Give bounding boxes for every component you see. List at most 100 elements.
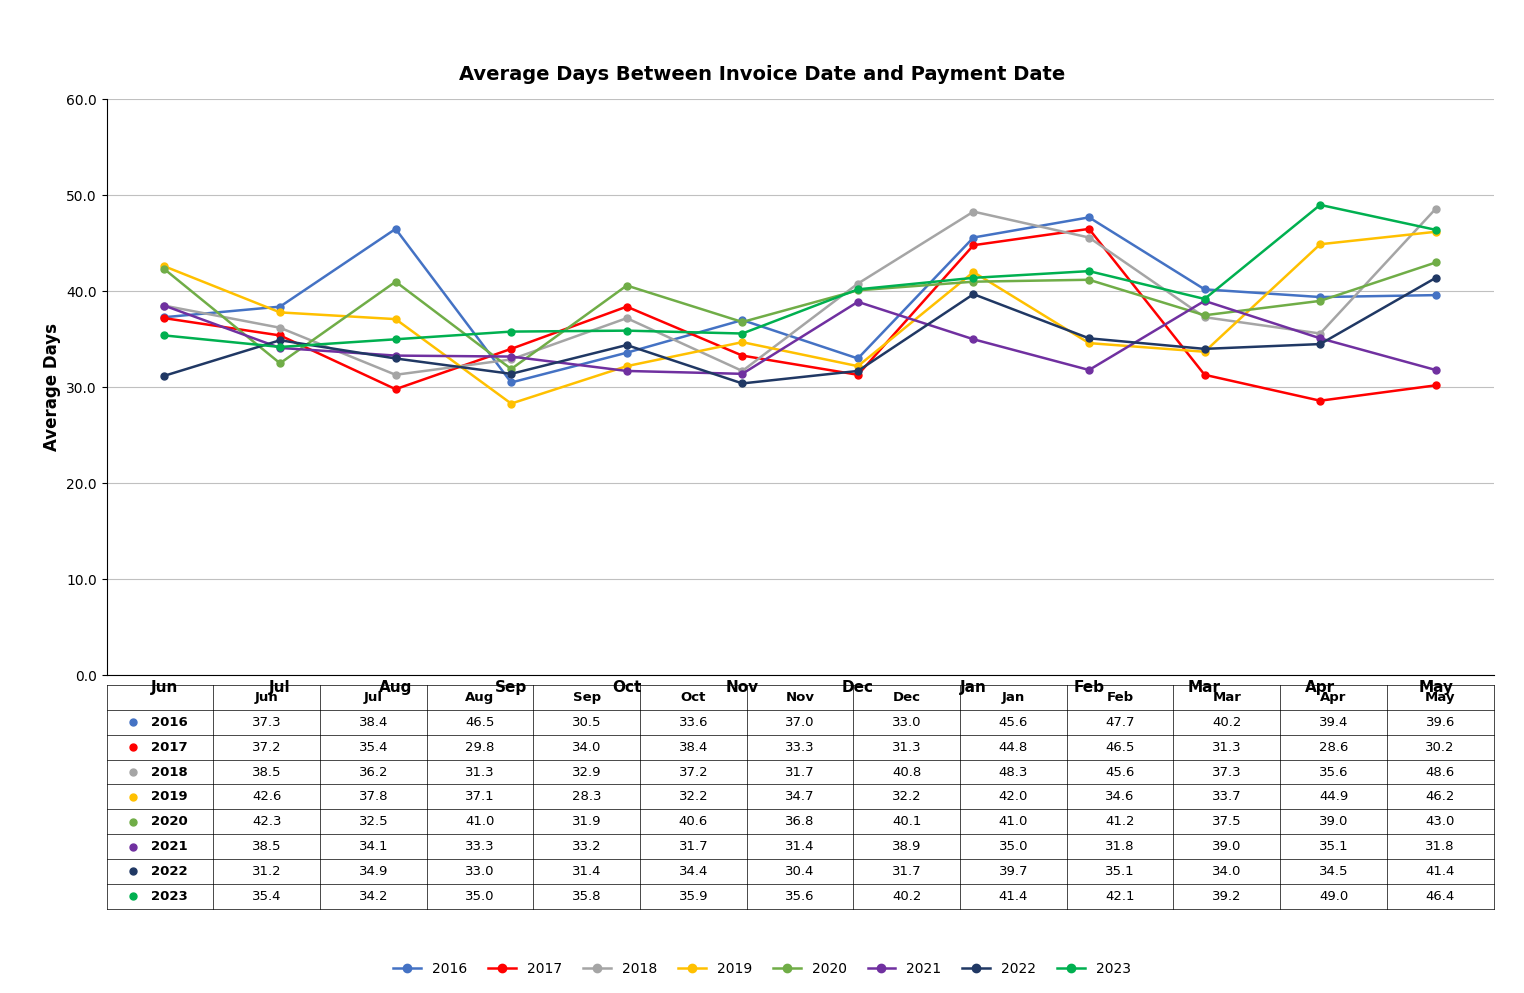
Text: 2020: 2020 (151, 815, 189, 828)
Text: 35.1: 35.1 (1105, 865, 1135, 878)
2018 (849, 278, 867, 290)
2016 (849, 353, 867, 364)
2017 (965, 239, 983, 251)
2019 (1081, 338, 1099, 350)
2021 (1195, 295, 1213, 307)
Text: 35.0: 35.0 (998, 840, 1029, 853)
Text: 2018: 2018 (151, 766, 189, 779)
2019 (965, 266, 983, 278)
2023 (387, 334, 405, 346)
2020 (155, 263, 174, 275)
Text: 39.4: 39.4 (1318, 716, 1349, 729)
Text: 41.0: 41.0 (998, 815, 1029, 828)
Text: 30.5: 30.5 (572, 716, 602, 729)
2020 (1195, 310, 1213, 322)
Text: 32.9: 32.9 (572, 766, 602, 779)
2019 (1195, 346, 1213, 357)
2017 (155, 312, 174, 324)
2019 (1426, 225, 1445, 237)
Text: 31.7: 31.7 (678, 840, 709, 853)
Text: 37.2: 37.2 (251, 741, 282, 754)
2020 (1426, 256, 1445, 268)
Text: 2023: 2023 (151, 890, 189, 903)
Text: 38.4: 38.4 (358, 716, 389, 729)
Text: 47.7: 47.7 (1105, 716, 1135, 729)
Text: 35.6: 35.6 (1318, 766, 1349, 779)
Text: 40.2: 40.2 (1212, 716, 1242, 729)
2021 (501, 351, 520, 362)
Text: Jul: Jul (364, 691, 383, 704)
2019 (155, 260, 174, 272)
2021 (1311, 333, 1329, 345)
2021 (965, 334, 983, 346)
Text: 38.5: 38.5 (251, 840, 282, 853)
Text: 31.4: 31.4 (785, 840, 815, 853)
Text: 31.3: 31.3 (1212, 741, 1242, 754)
2022 (617, 339, 636, 351)
Text: Dec: Dec (893, 691, 920, 704)
Text: 35.0: 35.0 (465, 890, 495, 903)
2023 (271, 341, 290, 353)
2021 (617, 365, 636, 377)
2019 (387, 313, 405, 325)
Text: 46.4: 46.4 (1425, 890, 1455, 903)
2018 (501, 354, 520, 365)
Text: 35.8: 35.8 (572, 890, 602, 903)
Text: 46.5: 46.5 (465, 716, 495, 729)
Text: 30.4: 30.4 (785, 865, 815, 878)
2020 (501, 363, 520, 375)
2023 (1081, 265, 1099, 277)
Text: 37.8: 37.8 (358, 790, 389, 803)
2022 (849, 365, 867, 377)
Line: 2019: 2019 (162, 228, 1439, 407)
2020 (617, 280, 636, 292)
Text: 28.6: 28.6 (1318, 741, 1349, 754)
2016 (733, 314, 751, 326)
2022 (387, 353, 405, 364)
Text: 43.0: 43.0 (1425, 815, 1455, 828)
Line: 2023: 2023 (162, 202, 1439, 351)
Text: 31.3: 31.3 (465, 766, 495, 779)
2018 (1195, 311, 1213, 323)
Text: 35.4: 35.4 (358, 741, 389, 754)
2020 (1311, 295, 1329, 307)
2016 (965, 231, 983, 243)
Text: 35.9: 35.9 (678, 890, 709, 903)
Text: 44.9: 44.9 (1318, 790, 1349, 803)
Text: Oct: Oct (681, 691, 706, 704)
Text: 40.8: 40.8 (892, 766, 922, 779)
2022 (271, 335, 290, 347)
Text: 31.7: 31.7 (892, 865, 922, 878)
2023 (155, 330, 174, 342)
2021 (849, 296, 867, 308)
Text: 34.9: 34.9 (358, 865, 389, 878)
Text: 48.3: 48.3 (998, 766, 1029, 779)
Text: 41.2: 41.2 (1105, 815, 1135, 828)
Text: 2017: 2017 (151, 741, 187, 754)
2017 (501, 343, 520, 355)
2017 (849, 368, 867, 380)
Text: 35.4: 35.4 (251, 890, 282, 903)
Text: 37.3: 37.3 (1212, 766, 1242, 779)
Text: 31.7: 31.7 (785, 766, 815, 779)
2023 (617, 325, 636, 337)
2018 (1081, 231, 1099, 243)
2019 (617, 360, 636, 372)
Text: 34.1: 34.1 (358, 840, 389, 853)
Text: Apr: Apr (1320, 691, 1347, 704)
Text: 35.1: 35.1 (1318, 840, 1349, 853)
2020 (965, 276, 983, 288)
Text: 37.5: 37.5 (1212, 815, 1242, 828)
Legend: 2016, 2017, 2018, 2019, 2020, 2021, 2022, 2023: 2016, 2017, 2018, 2019, 2020, 2021, 2022… (387, 956, 1137, 981)
2016 (1081, 212, 1099, 223)
Line: 2022: 2022 (162, 274, 1439, 387)
2019 (271, 307, 290, 319)
2022 (501, 367, 520, 379)
2020 (387, 276, 405, 288)
Text: 38.4: 38.4 (678, 741, 709, 754)
2022 (1311, 338, 1329, 351)
Text: 33.0: 33.0 (892, 716, 922, 729)
Text: May: May (1425, 691, 1455, 704)
Line: 2018: 2018 (162, 206, 1439, 378)
Text: 40.6: 40.6 (678, 815, 709, 828)
